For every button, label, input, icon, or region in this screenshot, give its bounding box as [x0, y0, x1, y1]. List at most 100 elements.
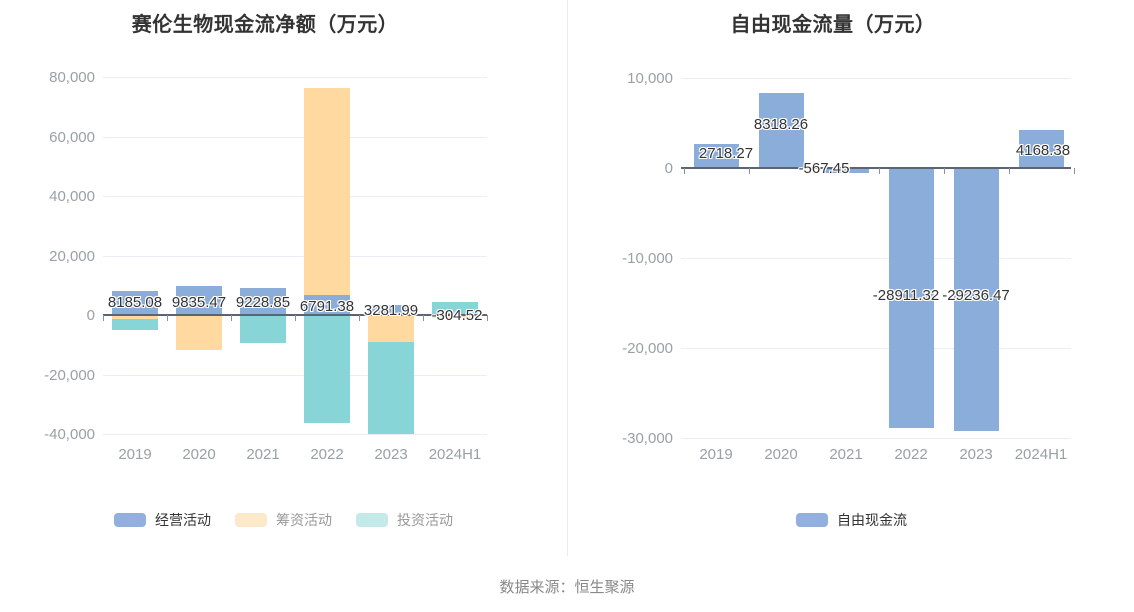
legend-item-investing[interactable]: 投资活动: [356, 510, 453, 530]
gridline: [681, 258, 1071, 259]
bar-投资活动-2021[interactable]: [240, 315, 286, 343]
x-axis-tick-mark: [878, 168, 880, 174]
free-cashflow-legend-label: 自由现金流: [837, 512, 907, 528]
x-axis-label-2023: 2023: [959, 446, 993, 463]
value-label-2023: 3281.99: [363, 302, 419, 319]
value-label-2024H1: 4168.38: [1015, 142, 1071, 159]
y-axis-tick-label: -30,000: [622, 430, 673, 447]
value-label-2021: 9228.85: [235, 294, 291, 311]
bar-自由现金流-2020[interactable]: [758, 93, 804, 168]
y-axis-tick-label: 60,000: [49, 128, 95, 146]
value-label-2020: 9835.47: [171, 294, 227, 311]
free-cashflow-legend-swatch-icon: [796, 513, 828, 527]
y-axis-tick-label: 40,000: [49, 188, 95, 205]
value-label-2023: -29236.47: [942, 287, 1010, 304]
operating-legend-label: 经营活动: [155, 512, 211, 528]
legend-item-free-cashflow[interactable]: 自由现金流: [796, 510, 907, 530]
gridline: [103, 374, 487, 376]
bar-自由现金流-2019[interactable]: [693, 143, 739, 168]
legend-item-financing[interactable]: 筹资活动: [235, 510, 332, 530]
y-axis-tick-label: 0: [664, 160, 673, 177]
x-axis-tick-mark: [1073, 168, 1075, 174]
value-label-2022: -28911.32: [872, 287, 940, 304]
bar-经营活动-2019[interactable]: [112, 290, 158, 315]
y-axis-tick-label: -20,000: [622, 340, 673, 357]
gridline: [103, 196, 487, 197]
bar-投资活动-2024H1[interactable]: [432, 302, 478, 315]
value-label-2019: 2718.27: [698, 145, 754, 162]
bar-自由现金流-2021[interactable]: [823, 168, 869, 174]
x-axis-label-2023: 2023: [374, 446, 408, 463]
investing-legend-label: 投资活动: [397, 512, 453, 528]
bar-自由现金流-2024H1[interactable]: [1018, 130, 1064, 168]
gridline: [681, 348, 1071, 349]
financing-legend-swatch-icon: [235, 513, 267, 527]
value-label-2024H1: -304.52: [431, 307, 483, 324]
x-axis-label-2024H1: 2024H1: [428, 446, 482, 463]
y-axis-tick-label: 10,000: [627, 70, 673, 87]
x-axis-tick-mark: [943, 168, 945, 174]
bar-筹资活动-2020[interactable]: [176, 315, 222, 351]
operating-legend-swatch-icon: [114, 513, 146, 527]
zero-axis-line: [681, 167, 1071, 169]
y-axis-tick-label: -40,000: [44, 426, 95, 443]
bar-筹资活动-2019[interactable]: [112, 315, 158, 319]
free-cashflow-chart-title: 自由现金流量（万元）: [730, 14, 936, 36]
gridline: [103, 136, 487, 138]
bar-经营活动-2022[interactable]: [304, 294, 350, 315]
y-axis-tick-label: -20,000: [44, 366, 95, 384]
legend-item-operating[interactable]: 经营活动: [114, 510, 211, 530]
net-cashflow-legend: 经营活动 筹资活动 投资活动: [0, 510, 567, 530]
x-axis-tick-mark: [1008, 168, 1010, 174]
financing-legend-label: 筹资活动: [276, 512, 332, 528]
x-axis-label-2019: 2019: [118, 446, 152, 463]
x-axis-tick-mark: [683, 168, 685, 174]
bar-筹资活动-2023[interactable]: [368, 315, 414, 342]
free-cashflow-chart-panel: 自由现金流量（万元） 10,000 0 -10,000 -20,000 -30,000 2…: [567, 0, 1134, 556]
net-cashflow-chart-title: 赛伦生物现金流净额（万元）: [131, 14, 399, 36]
bar-经营活动-2020[interactable]: [176, 285, 222, 315]
free-cashflow-plot-area: 10,000 0 -10,000 -20,000 -30,000 2019 2020 2021…: [568, 0, 1134, 500]
gridline: [681, 78, 1071, 79]
x-axis-tick-mark: [487, 315, 488, 321]
bar-筹资活动-2024H1[interactable]: [432, 315, 478, 319]
x-axis-label-2021: 2021: [246, 446, 280, 463]
x-axis-tick-mark: [167, 315, 168, 321]
x-axis-label-2022: 2022: [894, 446, 928, 463]
x-axis-tick-mark: [359, 315, 360, 321]
bar-经营活动-2021[interactable]: [240, 287, 286, 315]
y-axis-tick-label: 20,000: [49, 247, 95, 265]
x-axis-label-2019: 2019: [699, 446, 733, 463]
data-source-text: 数据来源：恒生聚源: [499, 579, 635, 596]
bar-经营活动-2023[interactable]: [368, 305, 414, 315]
x-axis-label-2020: 2020: [764, 446, 798, 463]
value-label-2020: 8318.26: [753, 116, 809, 133]
x-axis-tick-mark: [295, 315, 296, 321]
bar-自由现金流-2023[interactable]: [953, 168, 999, 432]
x-axis-tick-mark: [231, 315, 232, 321]
y-axis-tick-label: -10,000: [622, 250, 673, 267]
gridline: [103, 255, 487, 257]
x-axis-tick-mark: [423, 315, 424, 321]
x-axis-label-2020: 2020: [182, 446, 216, 463]
investing-legend-swatch-icon: [356, 513, 388, 527]
gridline: [103, 77, 487, 78]
bar-自由现金流-2022[interactable]: [888, 168, 934, 429]
x-axis-label-2024H1: 2024H1: [1014, 446, 1068, 463]
y-axis-tick-label: 0: [86, 307, 95, 324]
x-axis-tick-mark: [103, 315, 104, 321]
x-axis-label-2021: 2021: [829, 446, 863, 463]
net-cashflow-chart-panel: 赛伦生物现金流净额（万元） 80,000 60,000 40,000 20,000 0 -…: [0, 0, 567, 556]
bar-投资活动-2022[interactable]: [304, 315, 350, 423]
value-label-2021: -567.45: [798, 160, 850, 177]
bar-筹资活动-2022[interactable]: [304, 88, 350, 315]
value-label-2022: 6791.38: [299, 298, 355, 315]
net-cashflow-plot-area: 80,000 60,000 40,000 20,000 0 -20,000 -40,000 2…: [0, 0, 567, 500]
gridline: [681, 438, 1071, 439]
free-cashflow-legend: 自由现金流: [568, 510, 1134, 530]
value-label-2019: 8185.08: [107, 294, 163, 311]
gridline: [103, 434, 487, 435]
y-axis-tick-label: 80,000: [49, 69, 95, 86]
x-axis-tick-mark: [748, 168, 750, 174]
